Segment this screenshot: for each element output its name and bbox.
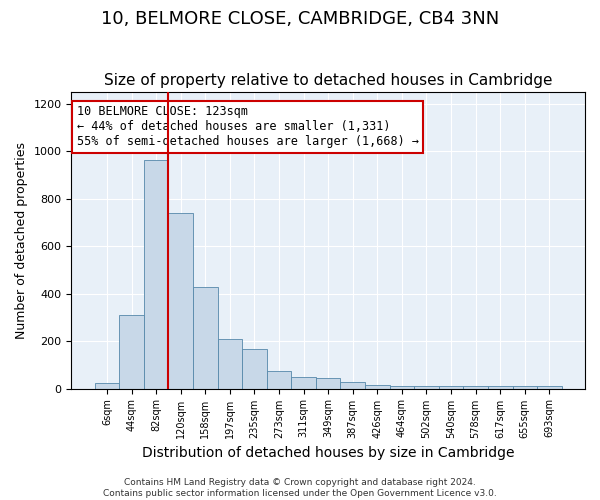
Bar bbox=[218, 340, 242, 388]
Bar bbox=[267, 371, 292, 388]
Bar bbox=[144, 160, 169, 388]
Bar bbox=[169, 213, 193, 388]
Bar bbox=[463, 386, 488, 388]
Text: 10, BELMORE CLOSE, CAMBRIDGE, CB4 3NN: 10, BELMORE CLOSE, CAMBRIDGE, CB4 3NN bbox=[101, 10, 499, 28]
Bar bbox=[193, 286, 218, 388]
X-axis label: Distribution of detached houses by size in Cambridge: Distribution of detached houses by size … bbox=[142, 446, 514, 460]
Title: Size of property relative to detached houses in Cambridge: Size of property relative to detached ho… bbox=[104, 73, 553, 88]
Bar bbox=[488, 386, 512, 388]
Bar bbox=[537, 386, 562, 388]
Bar bbox=[365, 385, 389, 388]
Bar bbox=[414, 386, 439, 388]
Bar bbox=[439, 386, 463, 388]
Bar bbox=[119, 315, 144, 388]
Bar bbox=[512, 386, 537, 388]
Bar bbox=[95, 382, 119, 388]
Text: Contains HM Land Registry data © Crown copyright and database right 2024.
Contai: Contains HM Land Registry data © Crown c… bbox=[103, 478, 497, 498]
Bar bbox=[242, 350, 267, 389]
Bar bbox=[340, 382, 365, 388]
Bar bbox=[292, 376, 316, 388]
Bar bbox=[316, 378, 340, 388]
Text: 10 BELMORE CLOSE: 123sqm
← 44% of detached houses are smaller (1,331)
55% of sem: 10 BELMORE CLOSE: 123sqm ← 44% of detach… bbox=[77, 106, 419, 148]
Y-axis label: Number of detached properties: Number of detached properties bbox=[15, 142, 28, 339]
Bar bbox=[389, 386, 414, 388]
